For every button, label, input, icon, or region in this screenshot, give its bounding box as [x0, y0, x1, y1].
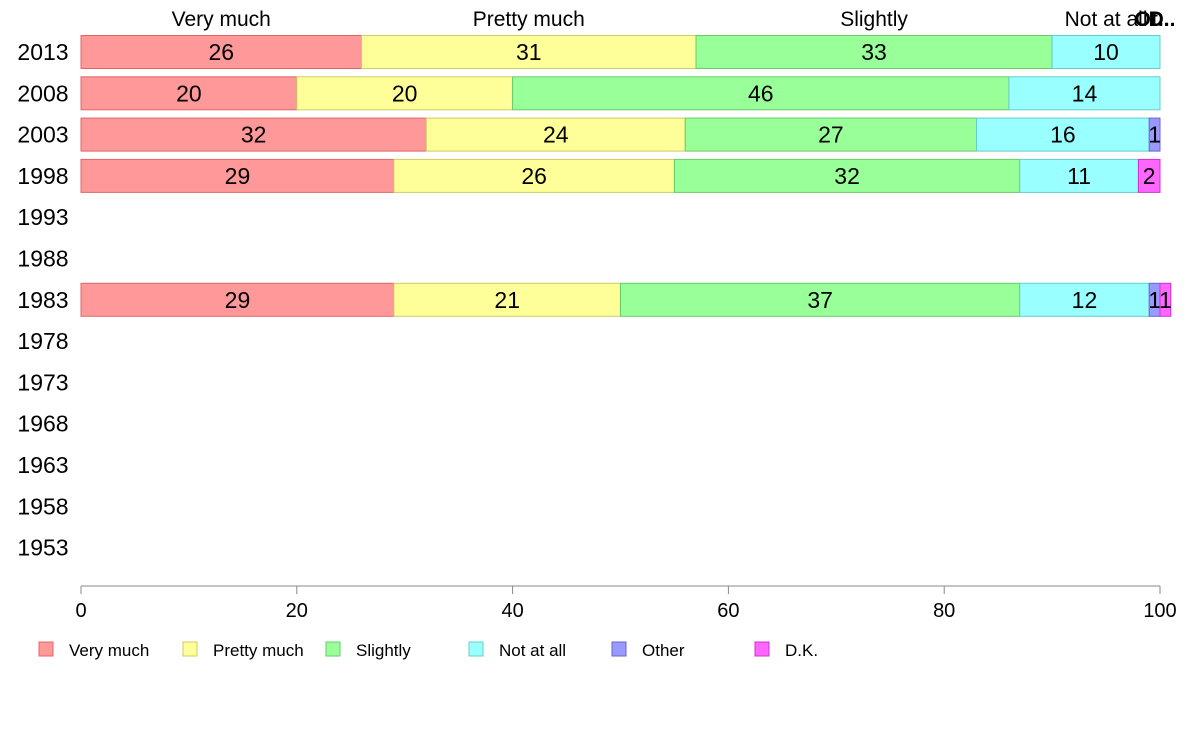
bar-segment	[673, 158, 1021, 193]
bar-segment	[1137, 158, 1161, 193]
legend-label: Very much	[69, 641, 149, 660]
year-label: 2008	[17, 80, 68, 106]
x-tick-label: 100	[1143, 600, 1176, 622]
x-tick-label: 80	[933, 600, 955, 622]
bar-value-label: 26	[208, 39, 234, 65]
bar-value-label: 29	[225, 163, 251, 189]
bar-value-label: 31	[516, 39, 542, 65]
legend-label: Pretty much	[213, 641, 304, 660]
bar-value-label: 2	[1143, 163, 1156, 189]
year-label: 1998	[17, 163, 68, 189]
legend-swatch	[611, 641, 627, 657]
bar-value-label: 20	[176, 80, 202, 106]
bar-value-label: 46	[748, 80, 774, 106]
bar-value-label: 14	[1072, 80, 1098, 106]
bar-segment	[976, 117, 1150, 152]
bar-segment	[393, 282, 621, 317]
bar-segment	[1159, 282, 1172, 317]
legend-swatch	[468, 641, 484, 657]
year-label: 1953	[17, 535, 68, 561]
top-label: Very much	[172, 8, 271, 31]
bar-segment	[1019, 158, 1139, 193]
bar-value-label: 10	[1093, 39, 1119, 65]
year-label: 1958	[17, 493, 68, 519]
legend: Very much Pretty much Slightly Not at all Ot…	[38, 641, 818, 660]
top-label: Slightly	[840, 8, 908, 31]
bar-value-label: 24	[543, 122, 569, 148]
x-tick-label: 60	[717, 600, 739, 622]
year-label: 1973	[17, 369, 68, 395]
bar-segment	[512, 76, 1010, 111]
bar-segment	[1051, 35, 1161, 69]
legend-label: D.K.	[785, 641, 818, 660]
bar-value-label: 11	[1067, 163, 1091, 189]
bar-value-label: 37	[807, 287, 833, 313]
bar-value-label: 33	[861, 39, 887, 65]
y-axis-labels: 2013 2008 2003 1998 1993 1988 1983 1978 1973 1968…	[17, 39, 68, 561]
legend-swatch	[38, 641, 54, 657]
year-label: 2003	[17, 122, 68, 148]
legend-label: Other	[642, 641, 685, 660]
bar-value-label: 16	[1050, 122, 1076, 148]
legend-swatch	[325, 641, 341, 657]
bar-value-label: 1	[1148, 287, 1161, 313]
legend-label: Not at all	[499, 641, 566, 660]
bar-value-label: 26	[521, 163, 547, 189]
top-category-labels: Very much Pretty much Slightly Not at allOt…	[172, 8, 1176, 31]
year-label: 1963	[17, 452, 68, 478]
bar-segment	[620, 282, 1021, 317]
bar-value-label: 12	[1072, 287, 1098, 313]
bar-segment	[1148, 117, 1161, 152]
bar-value-label: 32	[834, 163, 860, 189]
bar-segment	[296, 76, 514, 111]
bar-value-label: 21	[494, 287, 520, 313]
bar-value-label: 27	[818, 122, 844, 148]
bar-value-label: 20	[392, 80, 418, 106]
top-label: Ot..	[1135, 8, 1170, 31]
year-label: 1983	[17, 287, 68, 313]
bar-segment	[80, 282, 395, 317]
bar-value-label: 1	[1148, 122, 1161, 148]
x-tick-label: 20	[286, 600, 308, 622]
legend-swatch	[754, 641, 770, 657]
top-label: Pretty much	[473, 8, 585, 31]
bar-segment	[1019, 282, 1150, 317]
bar-segment	[80, 35, 363, 69]
bar-value-label: 1	[1159, 287, 1172, 313]
x-axis: 0 20 40 60 80 100	[75, 585, 1177, 622]
x-tick-label: 40	[501, 600, 523, 622]
year-label: 1968	[17, 411, 68, 437]
bar-segment	[80, 158, 395, 193]
bar-segment	[684, 117, 978, 152]
top-label: Not at all	[1065, 8, 1148, 31]
bar-value-label: 32	[241, 122, 267, 148]
bar-segment	[695, 35, 1053, 69]
year-label: 1993	[17, 204, 68, 230]
bar-segment	[1008, 76, 1161, 111]
x-tick-label: 0	[75, 600, 86, 622]
year-label: 1988	[17, 246, 68, 272]
year-label: 2013	[17, 39, 68, 65]
top-label: D..	[1149, 8, 1176, 31]
legend-swatch	[182, 641, 198, 657]
legend-label: Slightly	[356, 641, 411, 660]
bar-segment	[80, 117, 427, 152]
bar-value-label: 29	[225, 287, 251, 313]
bar-segment	[80, 76, 298, 111]
year-label: 1978	[17, 328, 68, 354]
